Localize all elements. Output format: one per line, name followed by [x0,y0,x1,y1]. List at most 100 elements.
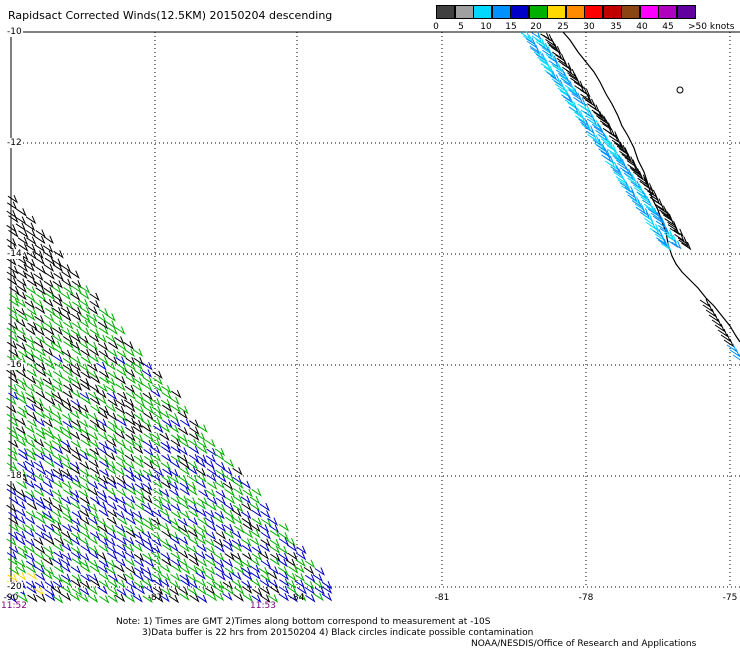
wind-barb [52,446,64,455]
wind-barb [97,565,109,574]
wind-barb [161,558,172,567]
wind-barb [196,480,207,489]
wind-barb [124,348,136,358]
wind-barb [224,566,236,576]
wind-barb [79,448,90,457]
wind-barb [216,474,227,483]
wind-barb [169,396,180,406]
wind-barb [53,320,64,329]
wind-barb [141,531,152,540]
wind-barb [259,543,271,553]
wind-barb [215,503,226,513]
wind-barb [143,398,154,408]
wind-barb [152,586,164,596]
wind-barb [269,529,281,539]
wind-barb [223,530,235,540]
wind-barb [188,558,200,567]
wind-barb [24,349,36,358]
wind-barb [107,551,118,561]
wind-barb [591,108,602,118]
wind-barb [232,495,244,504]
wind-barb [269,585,280,595]
wind-barb [116,588,127,597]
wind-barb [648,207,659,217]
wind-barb [52,480,63,489]
wind-barb [215,461,226,471]
colorbar-swatch [510,5,529,19]
wind-barb [34,418,46,427]
wind-barb [627,163,638,172]
wind-barb [70,579,82,588]
wind-barb [125,473,136,483]
wind-barb [125,404,136,413]
wind-barb [159,432,170,442]
wind-barb [88,545,99,555]
wind-barb [62,515,74,525]
wind-barb [78,426,90,436]
wind-barb [18,452,29,461]
wind-barb [150,473,162,482]
wind-barb [124,550,136,560]
wind-barb [90,397,101,406]
wind-barb [52,298,64,308]
wind-barb [278,552,289,562]
wind-barb [196,543,207,553]
wind-barb [79,517,91,526]
wind-barb [546,71,557,80]
wind-barb [88,432,99,441]
wind-barb [70,532,82,541]
wind-barb [116,481,128,491]
wind-barb [152,488,164,497]
wind-barb [6,461,18,471]
wind-barb [88,559,99,569]
wind-barb [204,510,216,519]
wind-barb [70,328,82,338]
wind-barb [6,551,18,560]
wind-barb [168,412,179,422]
wind-barb [44,523,55,533]
wind-barb [6,326,18,336]
wind-barb [107,433,118,442]
wind-barb [15,530,27,540]
colorbar-label-10: 10 [480,22,492,32]
wind-barb [26,307,37,316]
wind-barb [26,473,37,483]
wind-barb [575,114,586,124]
wind-barb [62,390,74,399]
wind-barb [89,300,100,309]
lon-tick-81: -81 [434,593,450,603]
wind-barb [152,480,163,489]
wind-barb [33,354,45,364]
wind-barb [16,291,27,301]
wind-barb [105,537,116,547]
colorbar-swatch [491,5,511,19]
wind-barb [633,186,645,195]
wind-barb [251,517,263,527]
wind-barb [116,488,127,498]
wind-barb [35,348,47,357]
wind-barb [15,222,26,232]
wind-barb [179,574,190,583]
wind-barb [608,131,619,140]
wind-barb [78,594,89,603]
wind-barb [600,137,612,147]
wind-barb [16,481,28,490]
wind-barb [729,348,740,358]
wind-barb [252,588,263,597]
wind-barb [188,509,199,519]
wind-barb [60,291,71,301]
wind-barb [98,356,109,365]
wind-barb [637,177,648,186]
wind-barb [17,433,28,442]
wind-barb [8,349,19,358]
wind-barb [160,564,171,574]
wind-barb [242,572,253,581]
wind-barb [78,404,89,414]
wind-barb [42,510,53,520]
wind-barb [34,377,45,386]
wind-barb [143,448,154,457]
colorbar-swatch [639,5,659,19]
wind-barb [159,522,170,532]
wind-barb [161,391,172,400]
wind-barb [52,327,64,336]
